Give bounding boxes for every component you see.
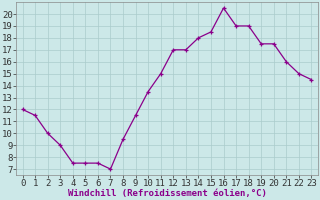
X-axis label: Windchill (Refroidissement éolien,°C): Windchill (Refroidissement éolien,°C) xyxy=(68,189,267,198)
